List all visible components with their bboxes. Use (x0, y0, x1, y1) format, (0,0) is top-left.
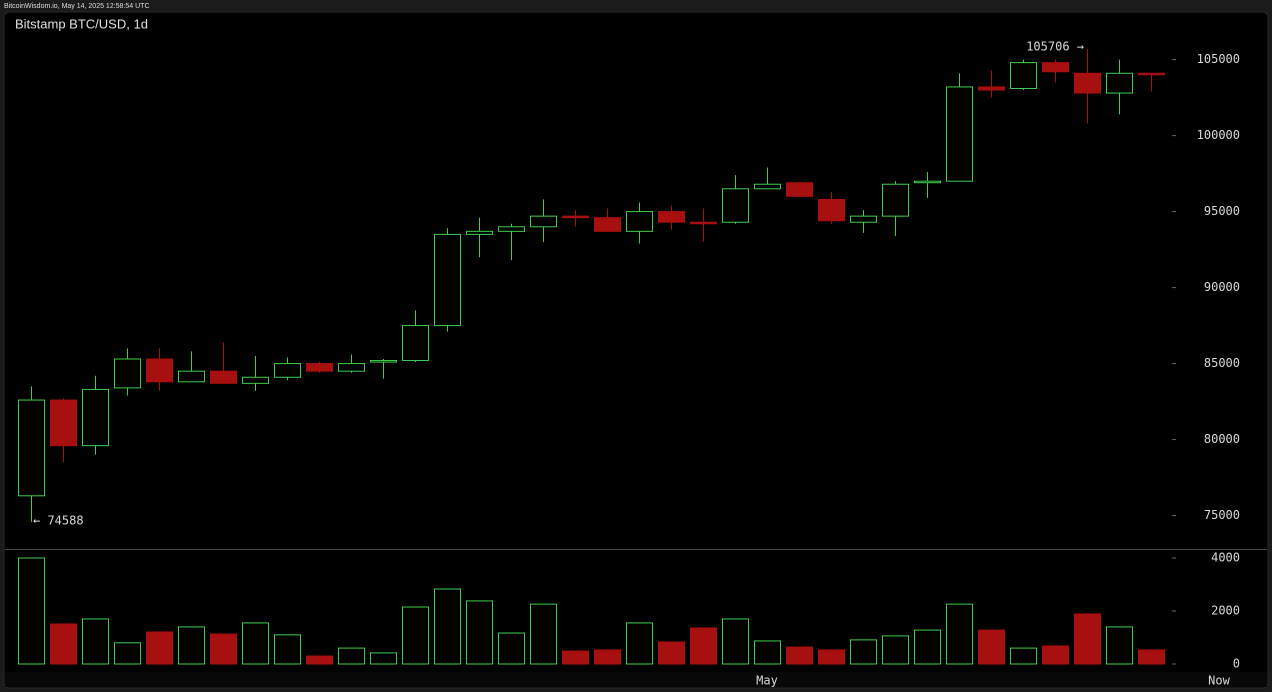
candle-body (946, 86, 973, 182)
volume-bar (978, 629, 1005, 665)
volume-bar (914, 629, 941, 665)
candle-body (850, 215, 877, 223)
candle-body (18, 399, 45, 497)
volume-bar (1138, 649, 1165, 665)
y-tick-label: 4000 (1211, 551, 1240, 565)
candle-body (1074, 72, 1101, 94)
volume-bar (594, 649, 621, 665)
candle-body (1042, 62, 1069, 73)
candle-body (594, 217, 621, 232)
candle-body (562, 215, 589, 219)
candle-body (978, 86, 1005, 91)
volume-bar (754, 640, 781, 665)
volume-bar (1074, 613, 1101, 665)
volume-bar (210, 633, 237, 665)
volume-bar (178, 626, 205, 665)
candle-body (178, 370, 205, 383)
candle-body (658, 211, 685, 223)
volume-bar (402, 606, 429, 665)
x-axis-band (5, 672, 1267, 687)
candle-body (626, 211, 653, 232)
volume-bar (690, 627, 717, 665)
now-label: Now (1208, 674, 1230, 688)
volume-bar (786, 646, 813, 665)
chart-panel (3, 11, 1269, 689)
y-tick-label: 105000 (1197, 52, 1240, 66)
y-tick-label: 75000 (1204, 508, 1240, 522)
volume-bar (946, 603, 973, 665)
min-label: ← 74588 (33, 513, 84, 527)
candle-body (466, 230, 493, 235)
volume-bar (1106, 626, 1133, 665)
candle-body (242, 376, 269, 384)
candle-body (1106, 72, 1133, 94)
volume-bar (658, 641, 685, 665)
max-label: 105706 → (1026, 39, 1084, 53)
candle-body (882, 183, 909, 217)
candle-body (690, 221, 717, 225)
y-tick-label: 95000 (1204, 204, 1240, 218)
candle-body (210, 370, 237, 384)
x-tick-label: May (756, 674, 778, 688)
candle-body (338, 363, 365, 372)
candle-body (274, 363, 301, 378)
candle-body (754, 183, 781, 190)
volume-bar (370, 652, 397, 665)
volume-bar (338, 647, 365, 665)
y-tick-label: 0 (1233, 657, 1240, 671)
volume-bar (146, 631, 173, 665)
candle-body (786, 182, 813, 197)
volume-bar (530, 603, 557, 665)
y-tick-label: 100000 (1197, 128, 1240, 142)
y-tick-label: 85000 (1204, 356, 1240, 370)
volume-bar (850, 639, 877, 665)
volume-bar (50, 623, 77, 665)
y-tick-label: 80000 (1204, 432, 1240, 446)
candle-body (50, 399, 77, 447)
volume-bar (722, 618, 749, 665)
volume-bar (274, 634, 301, 665)
volume-bar (306, 655, 333, 665)
y-tick-label: 2000 (1211, 604, 1240, 618)
candle-body (722, 188, 749, 223)
volume-bar (498, 632, 525, 665)
volume-bar (562, 650, 589, 665)
volume-bar (818, 649, 845, 665)
volume-bar (882, 635, 909, 665)
volume-bar (434, 588, 461, 665)
candle-body (82, 388, 109, 447)
y-tick-label: 90000 (1204, 280, 1240, 294)
candle-body (818, 198, 845, 222)
candle-body (306, 363, 333, 372)
volume-bar (18, 557, 45, 665)
candle-body (530, 215, 557, 228)
candle-body (1138, 72, 1165, 76)
header: BitcoinWisdom.io, May 14, 2025 12:58:54 … (4, 3, 150, 10)
volume-bar (242, 622, 269, 665)
candle-body (370, 360, 397, 363)
candle-body (146, 358, 173, 383)
volume-bar (626, 622, 653, 665)
volume-bar (82, 618, 109, 665)
candle-body (402, 325, 429, 362)
volume-bar (1010, 647, 1037, 665)
volume-bar (114, 642, 141, 665)
candle-body (114, 358, 141, 389)
candle-body (1010, 62, 1037, 89)
candle-body (498, 226, 525, 232)
volume-bar (1042, 645, 1069, 665)
candle-body (434, 233, 461, 327)
chart-title: Bitstamp BTC/USD, 1d (15, 16, 148, 31)
volume-bar (466, 600, 493, 665)
candle-body (914, 180, 941, 184)
